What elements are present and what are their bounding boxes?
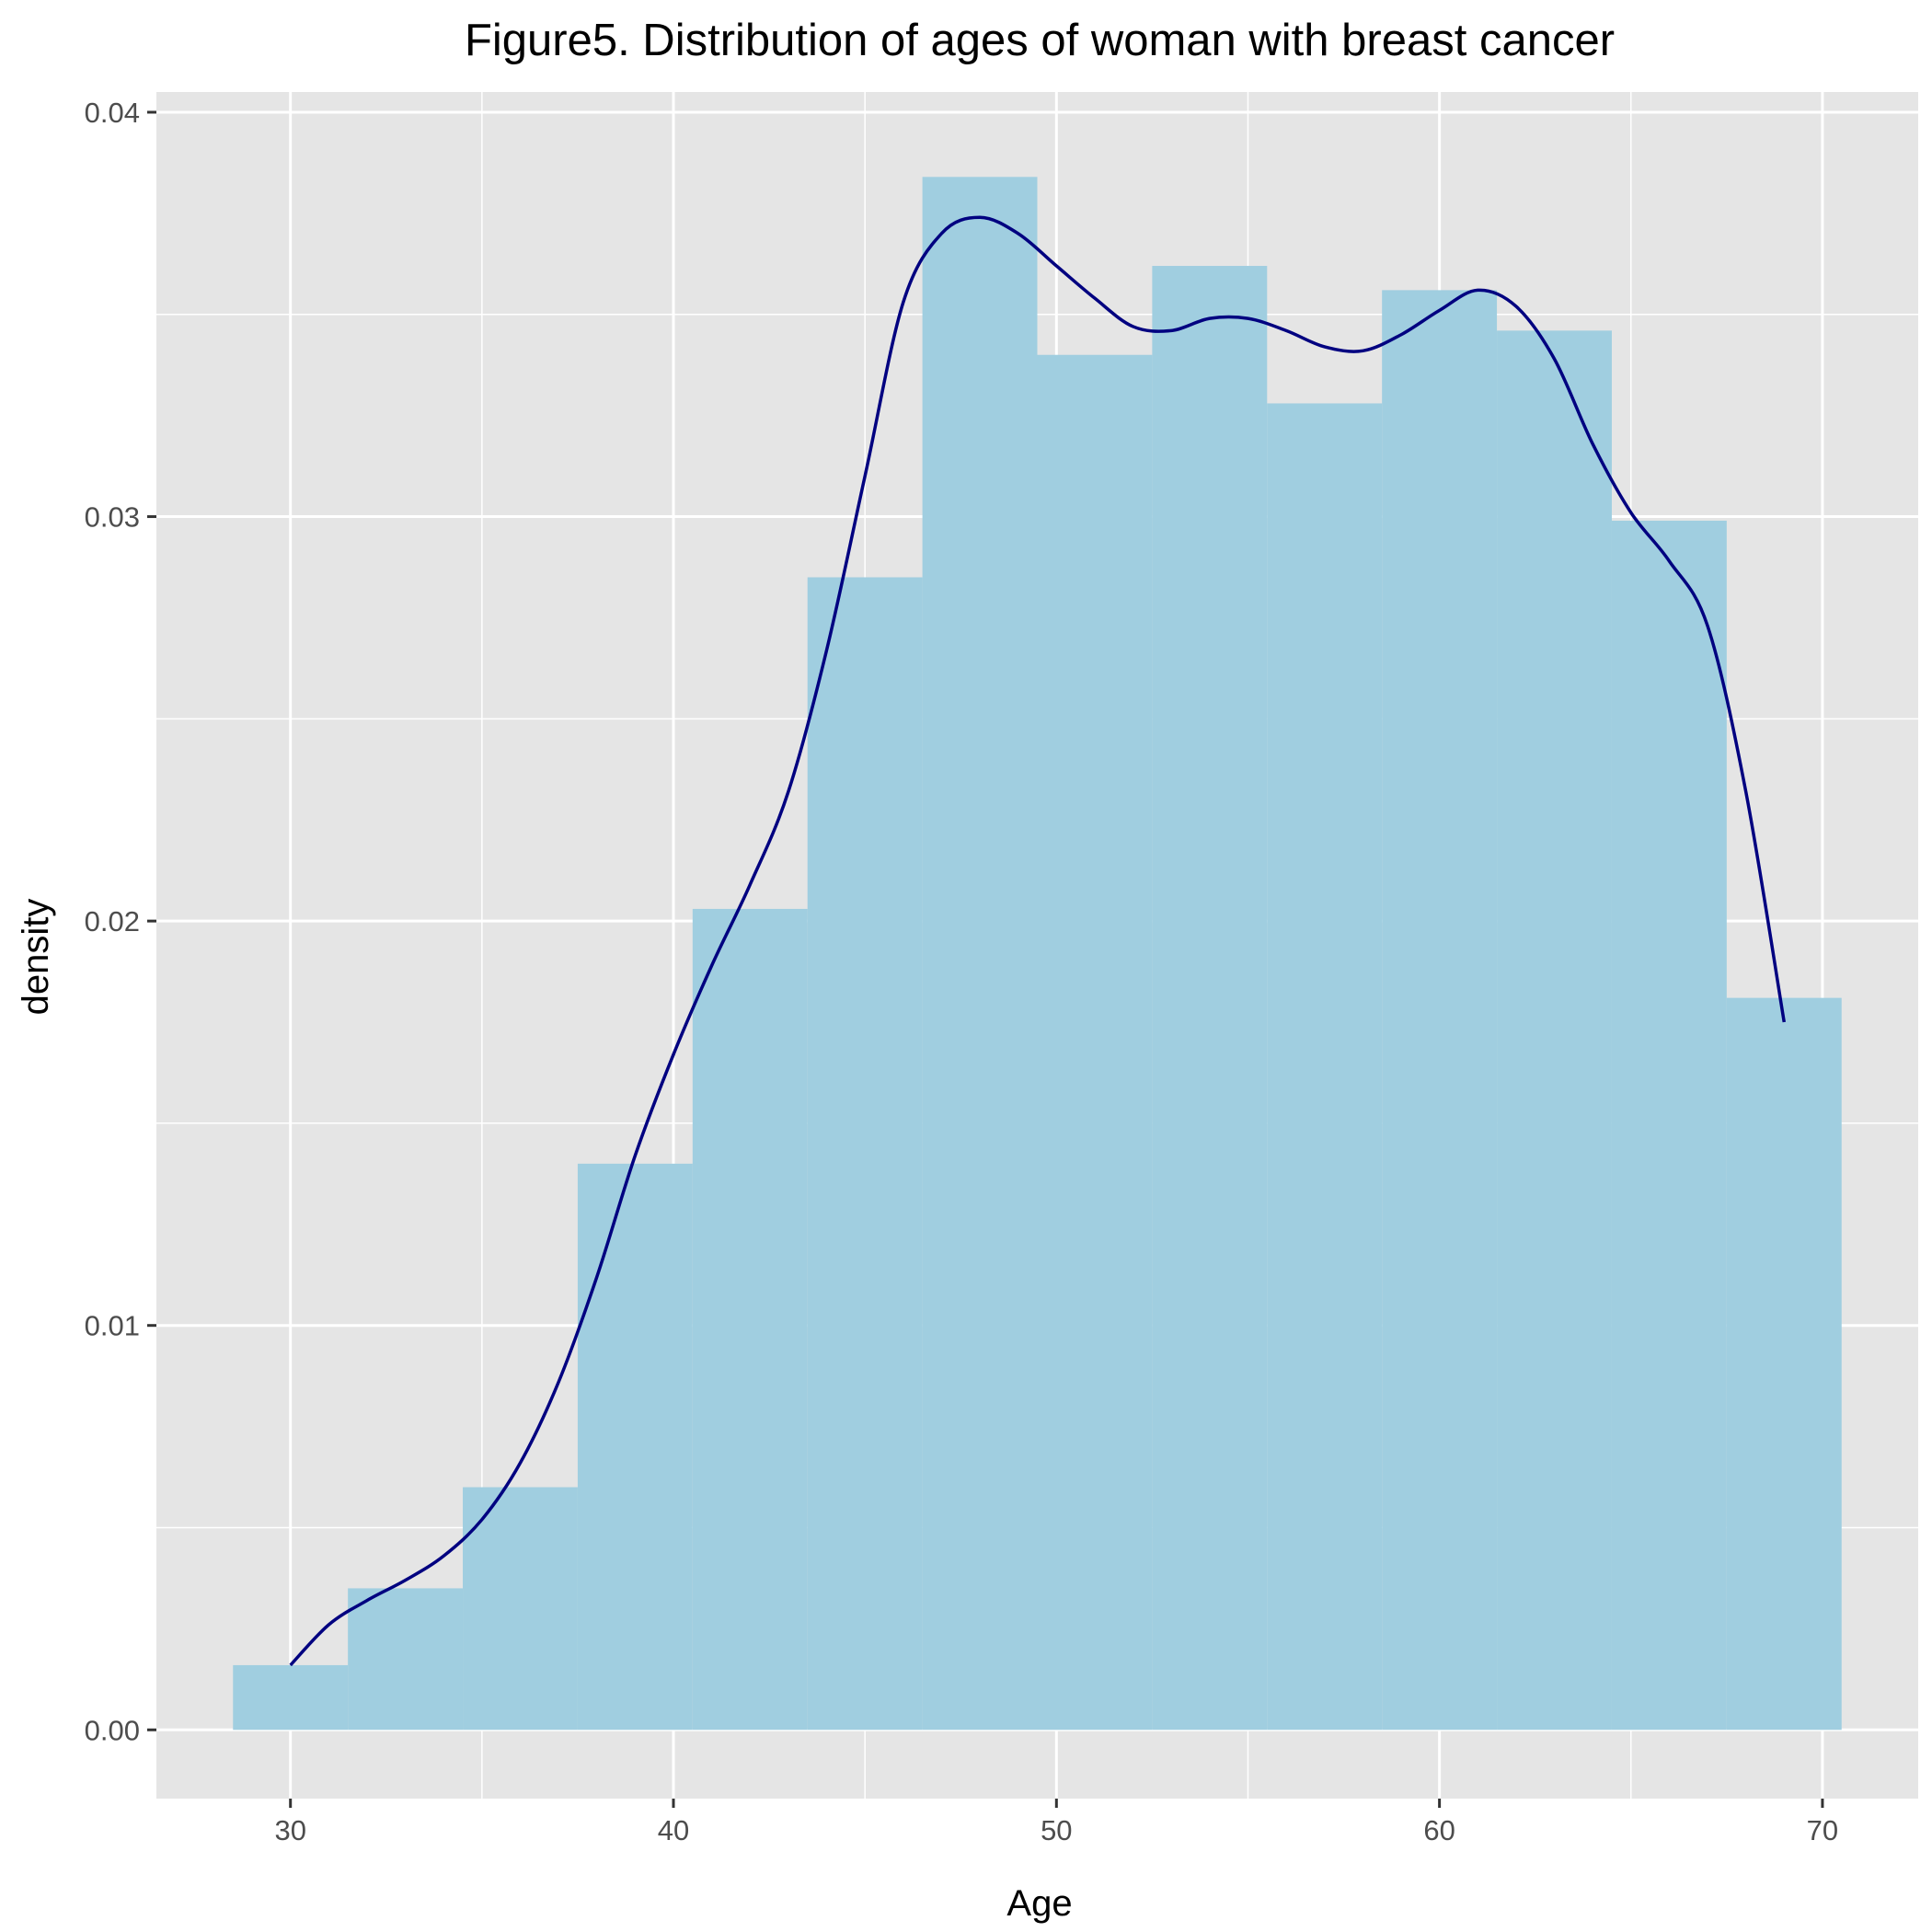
histogram-bar	[1382, 290, 1498, 1731]
x-tick-label: 40	[658, 1814, 689, 1846]
x-tick-label: 70	[1807, 1814, 1838, 1846]
histogram-bar	[807, 577, 923, 1731]
histogram-bar	[1267, 403, 1383, 1731]
histogram-bar	[692, 908, 808, 1731]
x-axis-title: Age	[1006, 1883, 1072, 1924]
histogram-bar	[922, 177, 1038, 1731]
histogram-bar	[348, 1588, 464, 1731]
x-tick-label: 30	[274, 1814, 305, 1846]
histogram-bar	[1726, 997, 1842, 1731]
histogram-bar	[233, 1664, 349, 1731]
x-tick-label: 50	[1041, 1814, 1072, 1846]
density-curve	[289, 215, 1787, 1667]
histogram-bar	[463, 1487, 578, 1731]
histogram-bar	[1152, 266, 1268, 1731]
y-tick-label: 0.01	[85, 1310, 140, 1342]
y-axis-title: density	[16, 899, 56, 1016]
y-axis: 0.00 0.01 0.02 0.03 0.04	[85, 97, 156, 1746]
x-tick-label: 60	[1423, 1814, 1455, 1846]
x-axis: 30 40 50 60 70	[274, 1799, 1838, 1846]
histogram-bars	[233, 177, 1842, 1731]
histogram-bar	[577, 1163, 693, 1731]
histogram-bar	[1611, 520, 1727, 1731]
chart-title: Figure5. Distribution of ages of woman w…	[465, 16, 1615, 65]
y-tick-label: 0.02	[85, 905, 140, 937]
y-tick-label: 0.00	[85, 1714, 140, 1746]
y-tick-label: 0.04	[85, 97, 140, 129]
histogram-bar	[1497, 330, 1612, 1731]
y-tick-label: 0.03	[85, 501, 140, 534]
histogram-bar	[1037, 354, 1153, 1731]
